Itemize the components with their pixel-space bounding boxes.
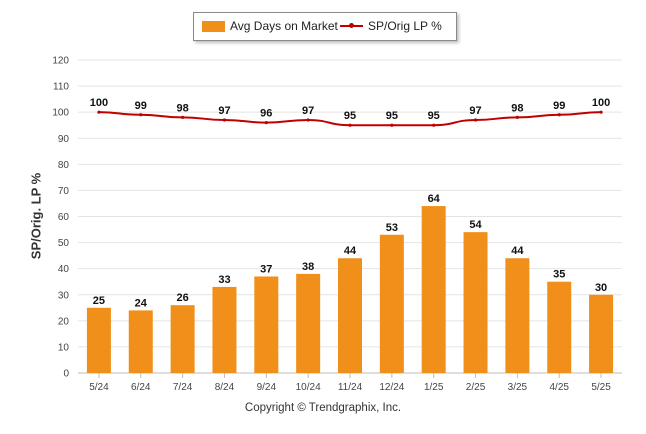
line-data-label: 98	[511, 102, 523, 114]
line-point	[264, 121, 268, 125]
bar-data-label: 44	[344, 245, 357, 257]
x-tick-label: 1/25	[424, 382, 444, 393]
bar-data-label: 25	[93, 295, 105, 307]
line-point	[515, 115, 519, 119]
line-data-label: 97	[218, 105, 230, 117]
line-data-label: 100	[90, 97, 108, 109]
bar	[212, 286, 237, 373]
x-tick-label: 8/24	[215, 382, 235, 393]
line-point	[599, 110, 603, 114]
line-data-label: 100	[592, 97, 610, 109]
bar	[338, 258, 362, 373]
y-tick-label: 30	[58, 290, 70, 301]
y-tick-label: 120	[52, 56, 69, 67]
bar	[421, 206, 446, 373]
bar-data-label: 30	[595, 282, 607, 294]
x-tick-label: 10/24	[296, 382, 321, 393]
y-tick-label: 20	[58, 316, 70, 327]
bar-data-label: 37	[260, 263, 272, 275]
bar-data-label: 44	[511, 245, 524, 257]
legend-line-label: SP/Orig LP %	[368, 19, 442, 33]
line-data-label: 98	[176, 102, 188, 114]
line-data-label: 95	[386, 110, 398, 122]
y-tick-label: 80	[58, 160, 70, 171]
x-tick-label: 4/25	[549, 382, 569, 393]
bar-data-label: 38	[302, 261, 314, 273]
y-tick-label: 70	[58, 186, 70, 197]
line-data-label: 97	[302, 105, 314, 117]
line-point	[348, 123, 352, 127]
y-tick-label: 50	[58, 238, 70, 249]
bar-data-label: 24	[135, 297, 148, 309]
x-tick-label: 5/25	[591, 382, 611, 393]
bar	[296, 273, 321, 373]
line-point	[390, 123, 394, 127]
x-tick-label: 7/24	[173, 382, 193, 393]
y-tick-label: 90	[58, 134, 70, 145]
y-tick-label: 60	[58, 212, 70, 223]
bar	[463, 232, 488, 373]
bar	[505, 258, 530, 373]
line-data-label: 99	[135, 100, 147, 112]
bar	[86, 307, 111, 373]
chart-legend: Avg Days on Market SP/Orig LP %	[193, 12, 457, 41]
line-point	[222, 118, 227, 122]
x-tick-label: 5/24	[89, 382, 109, 393]
legend-item-bar: Avg Days on Market	[202, 19, 338, 33]
x-tick-label: 2/25	[466, 382, 486, 393]
y-tick-label: 40	[58, 264, 70, 275]
y-tick-label: 0	[63, 369, 69, 380]
x-tick-label: 12/24	[379, 382, 404, 393]
bar	[379, 234, 404, 373]
bar-data-label: 53	[386, 222, 398, 234]
line-point	[181, 115, 185, 119]
y-tick-label: 100	[52, 108, 69, 119]
line-data-label: 96	[260, 108, 272, 120]
line-data-label: 95	[344, 110, 356, 122]
bar-data-label: 35	[553, 269, 565, 281]
legend-item-line: SP/Orig LP %	[340, 19, 442, 33]
bar	[128, 310, 153, 373]
x-tick-label: 6/24	[131, 382, 151, 393]
line-point	[432, 123, 436, 127]
line-data-label: 97	[469, 105, 481, 117]
line-data-label: 99	[553, 100, 565, 112]
y-axis-title: SP/Orig. LP %	[28, 172, 44, 260]
line-point	[97, 110, 101, 114]
legend-bar-swatch	[202, 20, 225, 32]
line-point	[306, 118, 310, 122]
legend-bar-label: Avg Days on Market	[230, 19, 338, 33]
y-tick-label: 110	[53, 82, 69, 93]
line-point	[557, 113, 561, 117]
legend-line-swatch	[340, 23, 363, 28]
x-tick-label: 11/24	[338, 382, 363, 393]
y-tick-label: 10	[58, 342, 70, 353]
legend-line-marker	[349, 23, 354, 28]
bar	[589, 294, 614, 373]
line-data-label: 95	[428, 110, 440, 122]
x-tick-label: 9/24	[257, 382, 277, 393]
bar-data-label: 64	[428, 193, 441, 205]
bar-data-label: 33	[218, 274, 230, 286]
copyright-text: Copyright © Trendgraphix, Inc.	[244, 402, 402, 414]
line-point	[139, 113, 143, 117]
bar-data-label: 26	[176, 292, 188, 304]
line-point	[473, 118, 478, 122]
bar	[170, 305, 195, 373]
bar-data-label: 54	[469, 219, 482, 231]
bar	[254, 276, 279, 373]
x-tick-label: 3/25	[508, 382, 528, 393]
bar	[547, 281, 572, 373]
